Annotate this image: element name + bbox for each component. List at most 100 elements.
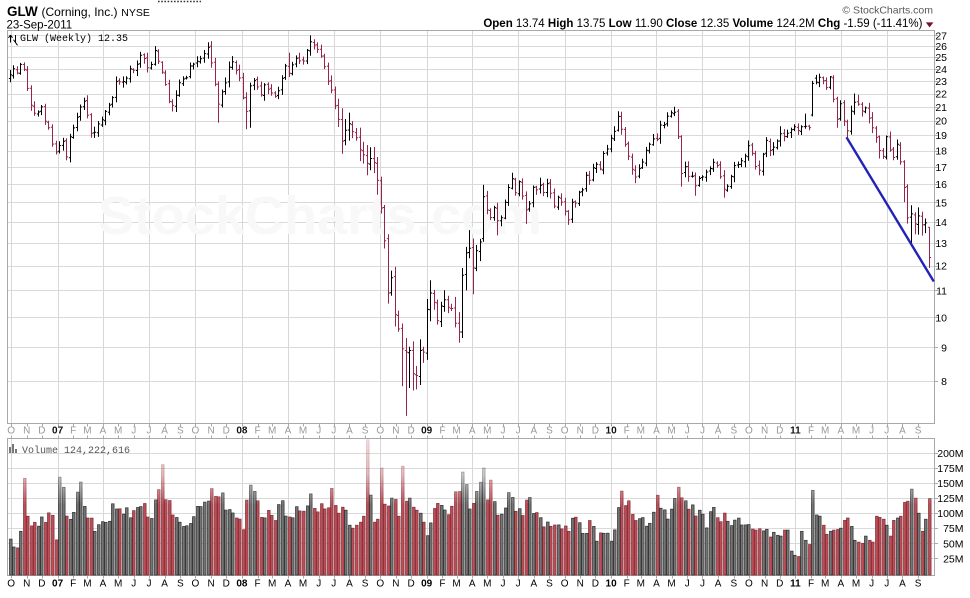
svg-text:21: 21 [935,102,947,114]
svg-text:A: A [161,579,168,590]
svg-text:D: D [407,426,414,437]
svg-text:S: S [915,426,922,437]
svg-text:S: S [546,426,553,437]
svg-text:M: M [83,579,91,590]
svg-text:07: 07 [52,426,64,437]
svg-text:A: A [100,426,107,437]
svg-text:F: F [808,426,814,437]
svg-text:25M: 25M [943,553,963,565]
svg-text:J: J [331,426,336,437]
svg-text:M: M [268,579,276,590]
svg-text:M: M [821,579,829,590]
svg-text:S: S [362,426,369,437]
svg-text:N: N [761,579,768,590]
svg-text:A: A [530,426,537,437]
svg-text:S: S [730,426,737,437]
svg-text:16: 16 [935,179,947,191]
svg-text:J: J [316,426,321,437]
svg-text:J: J [131,426,136,437]
svg-text:26: 26 [935,41,947,53]
svg-text:D: D [592,579,599,590]
svg-text:50M: 50M [943,538,963,550]
svg-text:M: M [114,579,122,590]
svg-text:12: 12 [935,261,947,273]
svg-text:J: J [869,426,874,437]
svg-text:J: J [147,426,152,437]
svg-text:M: M [114,426,122,437]
svg-text:M: M [268,426,276,437]
svg-text:A: A [285,579,292,590]
svg-text:F: F [439,426,445,437]
svg-text:19: 19 [935,130,947,142]
svg-text:N: N [23,426,30,437]
svg-text:27: 27 [935,30,947,42]
svg-text:A: A [715,579,722,590]
svg-text:O: O [7,426,15,437]
svg-text:N: N [207,579,214,590]
svg-text:N: N [392,426,399,437]
svg-text:F: F [255,579,261,590]
svg-text:10: 10 [606,579,618,590]
svg-text:A: A [899,579,906,590]
svg-text:S: S [177,579,184,590]
svg-text:M: M [852,426,860,437]
svg-text:O: O [745,426,753,437]
svg-text:S: S [362,579,369,590]
svg-text:N: N [761,426,768,437]
svg-text:A: A [469,579,476,590]
svg-text:D: D [223,579,230,590]
svg-text:24: 24 [935,64,947,76]
svg-text:M: M [821,426,829,437]
svg-text:J: J [516,579,521,590]
svg-text:J: J [884,426,889,437]
svg-text:D: D [776,426,783,437]
svg-text:D: D [407,579,414,590]
svg-text:A: A [653,579,660,590]
svg-text:M: M [667,579,675,590]
svg-text:S: S [546,579,553,590]
svg-text:A: A [530,579,537,590]
svg-text:10: 10 [935,312,947,324]
svg-text:N: N [392,579,399,590]
svg-text:F: F [255,426,261,437]
svg-text:M: M [637,426,645,437]
svg-text:175M: 175M [937,463,963,475]
svg-text:GLW (Corning, Inc.) NYSE: GLW (Corning, Inc.) NYSE [7,4,150,19]
svg-text:M: M [452,579,460,590]
svg-text:A: A [899,426,906,437]
svg-text:8: 8 [941,376,947,388]
svg-text:A: A [161,426,168,437]
svg-text:S: S [177,426,184,437]
svg-text:M: M [483,426,491,437]
svg-text:17: 17 [935,162,947,174]
svg-text:D: D [38,426,45,437]
svg-text:F: F [439,579,445,590]
svg-text:A: A [837,579,844,590]
svg-text:F: F [808,579,814,590]
svg-text:09: 09 [421,579,433,590]
svg-text:J: J [316,579,321,590]
svg-text:O: O [745,579,753,590]
svg-text:N: N [577,426,584,437]
svg-text:11: 11 [936,285,947,297]
svg-text:13: 13 [935,238,947,250]
svg-text:M: M [299,579,307,590]
svg-text:A: A [285,426,292,437]
svg-text:07: 07 [52,579,64,590]
svg-text:F: F [624,426,630,437]
svg-text:11: 11 [790,579,801,590]
svg-text:GLW (Weekly) 12.35: GLW (Weekly) 12.35 [20,33,128,45]
svg-text:23-Sep-2011: 23-Sep-2011 [7,20,73,32]
svg-text:J: J [516,426,521,437]
svg-text:O: O [376,579,384,590]
svg-text:N: N [23,579,30,590]
svg-text:S: S [915,579,922,590]
svg-text:J: J [884,579,889,590]
svg-text:A: A [653,426,660,437]
svg-text:M: M [83,426,91,437]
svg-text:A: A [469,426,476,437]
svg-text:D: D [38,579,45,590]
svg-text:O: O [192,579,200,590]
svg-text:A: A [715,426,722,437]
svg-text:M: M [452,426,460,437]
